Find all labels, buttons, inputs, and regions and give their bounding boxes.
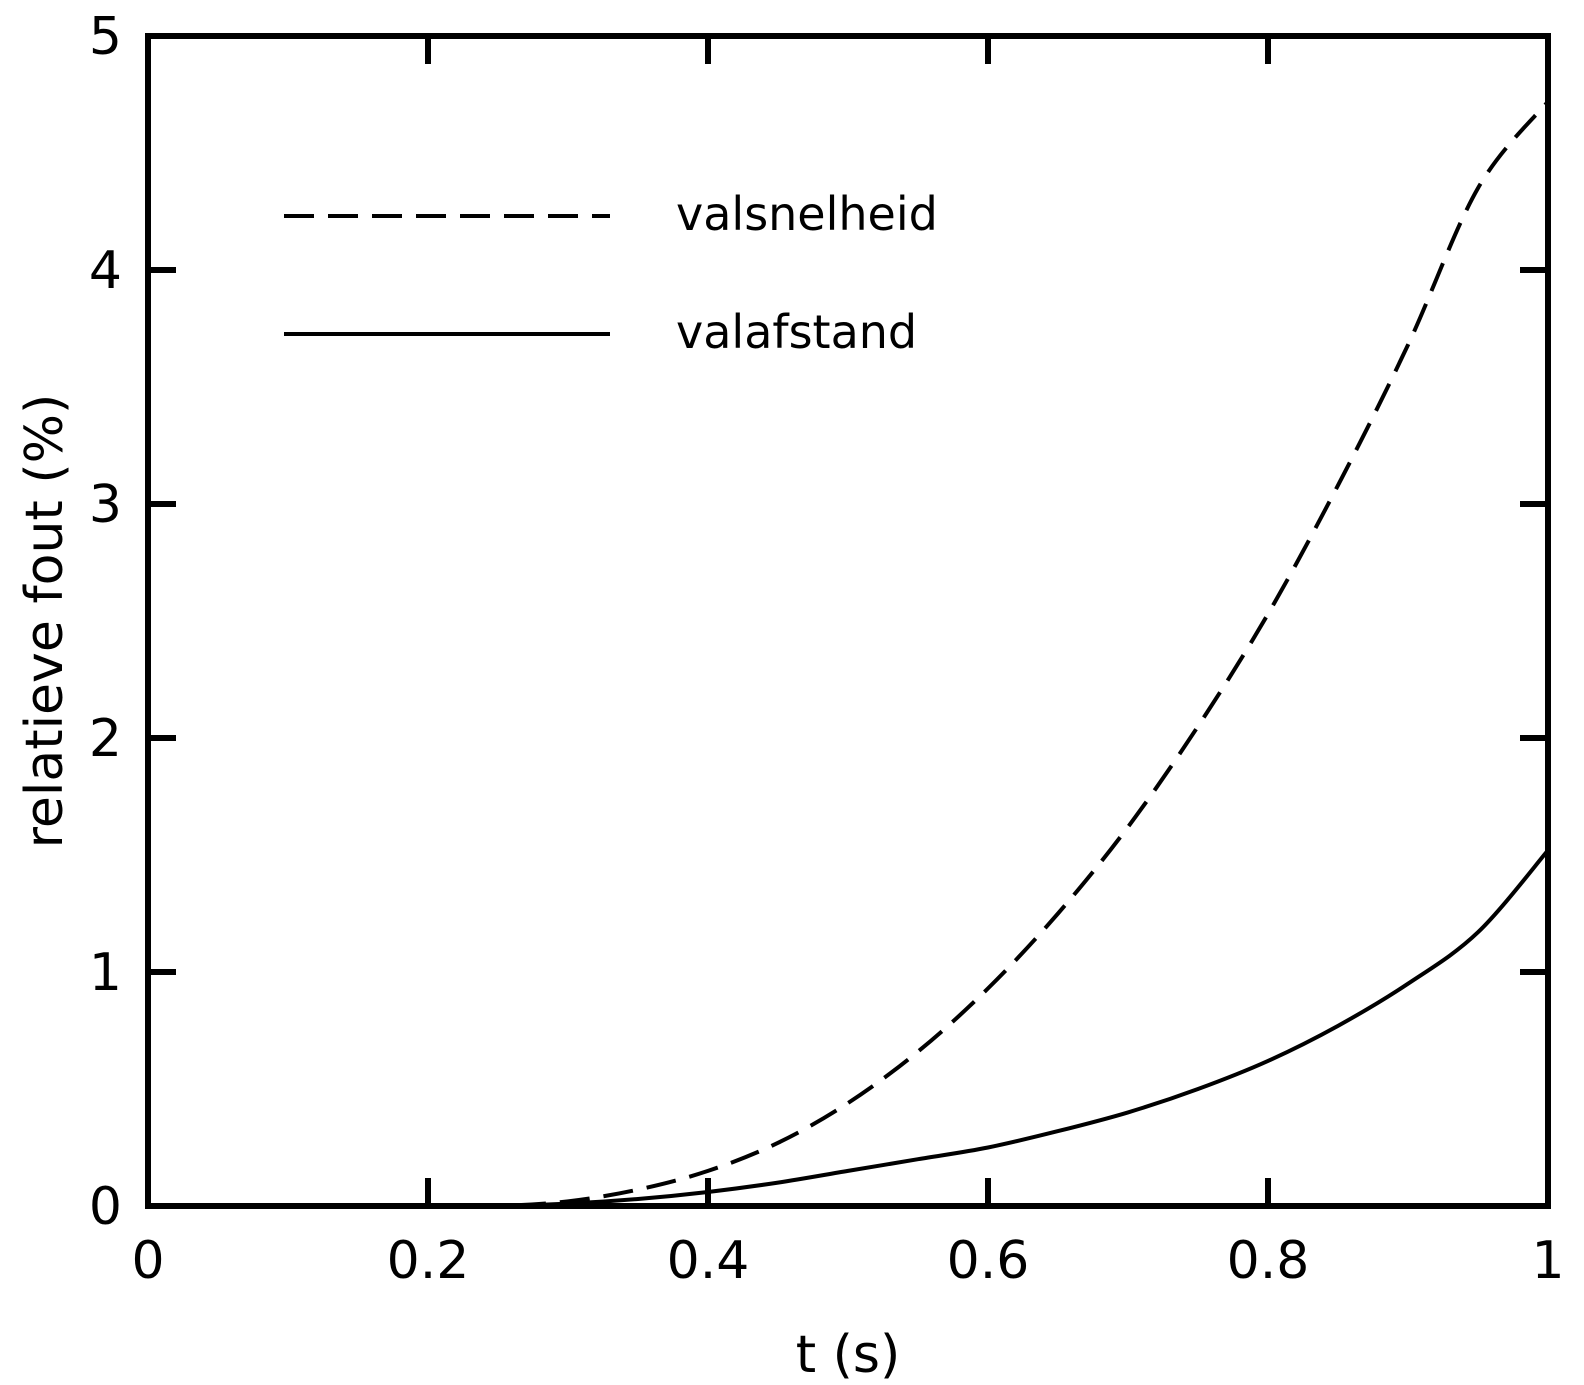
x-tick-label: 1	[1531, 1231, 1564, 1291]
legend-label-valsnelheid: valsnelheid	[676, 187, 938, 241]
y-tick-label: 3	[89, 475, 122, 535]
legend: valsnelheid valafstand	[284, 187, 938, 359]
x-axis-label: t (s)	[796, 1325, 901, 1385]
axis-ticks	[148, 36, 1548, 1206]
y-tick-label: 0	[89, 1177, 122, 1237]
x-tick-label: 0.8	[1227, 1231, 1310, 1291]
x-tick-label: 0.2	[387, 1231, 470, 1291]
plot-frame	[145, 33, 1551, 1209]
legend-label-valafstand: valafstand	[676, 305, 917, 359]
y-tick-label: 1	[89, 943, 122, 1003]
x-tick-label: 0	[131, 1231, 164, 1291]
y-tick-label: 2	[89, 709, 122, 769]
series-line-valsnelheid	[427, 100, 1550, 1209]
x-tick-label: 0.6	[947, 1231, 1030, 1291]
x-tick-label: 0.4	[667, 1231, 750, 1291]
series-line-valafstand	[427, 849, 1550, 1209]
y-axis-label: relatieve fout (%)	[15, 394, 75, 849]
y-tick-label: 5	[89, 7, 122, 67]
y-tick-label: 4	[89, 241, 122, 301]
series-lines	[427, 100, 1550, 1209]
tick-labels: 0 0.2 0.4 0.6 0.8 1 0 1 2 3 4 5	[89, 7, 1565, 1291]
